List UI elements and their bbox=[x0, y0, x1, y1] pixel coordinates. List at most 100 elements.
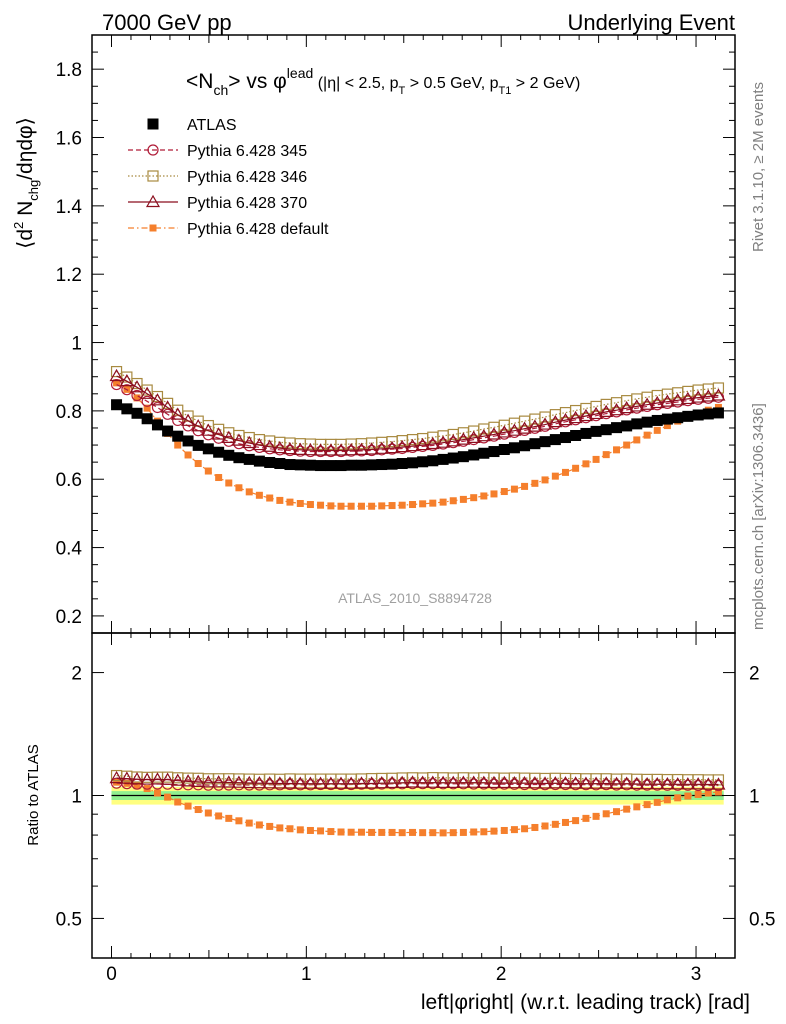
data-point bbox=[629, 399, 644, 412]
ytick-label: 1 bbox=[71, 787, 82, 808]
data-point bbox=[296, 499, 304, 507]
ratio-point bbox=[204, 809, 212, 817]
ratio-point bbox=[600, 773, 612, 785]
ratio-point bbox=[266, 822, 274, 830]
data-point bbox=[386, 458, 398, 470]
ratio-point bbox=[527, 776, 542, 789]
ratio-point bbox=[510, 826, 518, 834]
data-point bbox=[521, 482, 529, 490]
data-point bbox=[417, 456, 429, 468]
data-point bbox=[174, 441, 182, 449]
data-point bbox=[294, 459, 306, 471]
ratio-point bbox=[140, 772, 155, 785]
ratio-point bbox=[385, 775, 400, 789]
data-point bbox=[701, 389, 716, 402]
ytick-label: 0.6 bbox=[56, 470, 82, 491]
xtick-labels: 0 1 2 3 bbox=[106, 964, 701, 985]
data-point bbox=[243, 453, 255, 465]
ratio-point bbox=[621, 773, 633, 785]
ytick-label-right: 0.5 bbox=[749, 909, 775, 930]
ratio-point bbox=[629, 776, 644, 790]
ratio-point bbox=[568, 776, 583, 789]
data-point bbox=[611, 422, 623, 434]
data-point bbox=[507, 423, 522, 436]
data-point bbox=[672, 412, 684, 424]
ratio-series-pythia-6-428-default bbox=[113, 778, 722, 837]
ratio-point bbox=[201, 775, 216, 788]
ratio-point bbox=[357, 828, 365, 836]
data-point bbox=[111, 399, 123, 411]
data-point bbox=[621, 420, 633, 432]
data-point bbox=[653, 426, 661, 434]
data-point bbox=[409, 501, 417, 509]
legend-entry: Pythia 6.428 370 bbox=[128, 194, 307, 212]
ratio-point bbox=[276, 824, 284, 832]
main-ytick-labels: 0.2 0.4 0.6 0.8 1 1.2 1.4 1.6 1.8 bbox=[56, 60, 83, 628]
ratio-series-pythia-6-428-346 bbox=[110, 769, 725, 786]
data-point bbox=[429, 499, 437, 507]
data-point bbox=[162, 425, 174, 437]
data-point bbox=[470, 494, 478, 502]
data-point bbox=[476, 428, 491, 442]
data-point bbox=[578, 408, 593, 422]
ratio-point bbox=[150, 772, 165, 785]
ratio-point bbox=[497, 775, 512, 789]
data-point bbox=[478, 447, 490, 459]
ratio-point bbox=[480, 828, 488, 836]
ratio-panel: 0.5 0.5 1 1 2 2 0 1 2 3 Ratio to ATLAS left|φrig… bbox=[25, 632, 775, 1014]
data-point bbox=[702, 408, 714, 420]
legend-entry: Pythia 6.428 default bbox=[128, 221, 329, 238]
data-point bbox=[661, 413, 673, 425]
ratio-point bbox=[599, 776, 614, 789]
data-point bbox=[651, 389, 663, 402]
data-point bbox=[354, 442, 369, 455]
ratio-point bbox=[398, 829, 406, 837]
data-point bbox=[151, 401, 164, 414]
ratio-point bbox=[255, 821, 263, 829]
ratio-point bbox=[640, 776, 655, 790]
data-point bbox=[425, 436, 440, 450]
ratio-point bbox=[323, 776, 338, 789]
data-point bbox=[264, 456, 276, 468]
ratio-point bbox=[551, 820, 559, 828]
data-point bbox=[223, 449, 235, 461]
ytick-label: 1.8 bbox=[56, 60, 82, 81]
main-panel: 0.2 0.4 0.6 0.8 1 1.2 1.4 1.6 1.8 <Nch> vs φlead… bbox=[11, 34, 736, 634]
data-point bbox=[590, 400, 602, 413]
data-point bbox=[446, 434, 461, 447]
ratio-point bbox=[561, 818, 569, 826]
data-point bbox=[181, 413, 196, 426]
watermark: ATLAS_2010_S8894728 bbox=[338, 590, 492, 606]
ratio-point bbox=[466, 775, 481, 788]
data-point bbox=[215, 474, 223, 482]
data-point bbox=[201, 423, 216, 436]
data-point bbox=[527, 419, 542, 432]
data-point bbox=[355, 459, 367, 471]
ratio-point bbox=[184, 802, 192, 810]
data-point bbox=[439, 498, 447, 506]
ratio-point bbox=[714, 788, 722, 796]
ratio-point bbox=[109, 770, 124, 784]
data-point bbox=[415, 437, 430, 451]
main-axis-ticks bbox=[91, 34, 736, 634]
ratio-point bbox=[578, 776, 593, 789]
ratio-point bbox=[174, 798, 182, 806]
ratio-point bbox=[409, 828, 417, 836]
data-point bbox=[253, 455, 265, 467]
ratio-point bbox=[609, 776, 624, 789]
ratio-point bbox=[211, 775, 226, 788]
data-point bbox=[262, 439, 277, 452]
data-point bbox=[631, 393, 643, 405]
ratio-point bbox=[286, 825, 294, 833]
data-point bbox=[519, 440, 531, 452]
data-point bbox=[500, 488, 508, 496]
ratio-point bbox=[170, 773, 185, 786]
data-point bbox=[692, 409, 704, 421]
data-point bbox=[129, 380, 145, 393]
ratio-point bbox=[449, 829, 457, 837]
data-point bbox=[131, 407, 143, 419]
data-point bbox=[368, 502, 376, 510]
ratio-point bbox=[129, 772, 145, 785]
legend-marker bbox=[149, 224, 157, 232]
data-point bbox=[407, 457, 419, 469]
